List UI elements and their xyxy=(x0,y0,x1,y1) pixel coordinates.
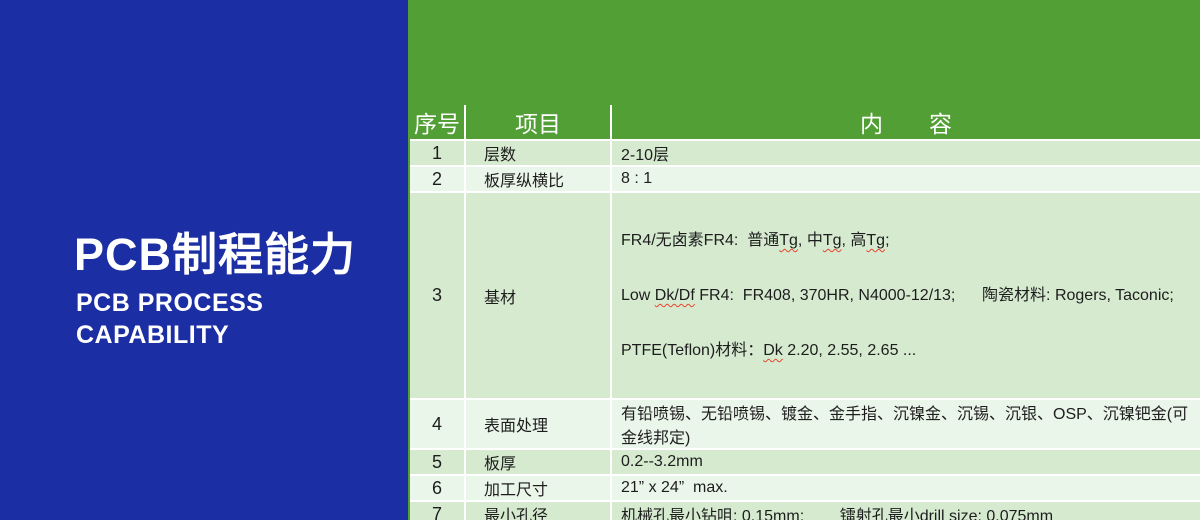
content-cell: 21” x 24” max. xyxy=(611,475,1200,502)
item-cell: 板厚纵横比 xyxy=(465,166,612,193)
row-number-cell: 2 xyxy=(410,166,466,193)
table-row: 2 板厚纵横比 8 : 1 xyxy=(410,166,1200,193)
header-item: 项目 xyxy=(465,105,612,141)
table-row: 3 基材 FR4/无卤素FR4: 普通Tg, 中Tg, 高Tg; Low Dk/… xyxy=(410,192,1200,400)
spellcheck-squiggle-text: Tg xyxy=(779,232,798,249)
content-cell: 机械孔最小钻咀: 0.15mm; 镭射孔最小drill size: 0.075m… xyxy=(611,501,1200,520)
spellcheck-squiggle-text: Dk xyxy=(763,342,783,359)
content-cell: FR4/无卤素FR4: 普通Tg, 中Tg, 高Tg; Low Dk/Df FR… xyxy=(611,192,1200,400)
table-row: 7 最小孔径 机械孔最小钻咀: 0.15mm; 镭射孔最小drill size:… xyxy=(410,501,1200,520)
item-cell: 表面处理 xyxy=(465,399,612,450)
row-number-cell: 4 xyxy=(410,399,466,450)
page-subtitle-line1: PCB PROCESS xyxy=(76,289,264,317)
text-segment: , 高 xyxy=(841,232,867,249)
table-row: 5 板厚 0.2--3.2mm xyxy=(410,449,1200,476)
left-panel: PCB制程能力 PCB PROCESS CAPABILITY xyxy=(0,0,408,520)
page-subtitle: PCB PROCESS CAPABILITY xyxy=(76,287,263,351)
header-content: 内 容 xyxy=(611,105,1200,141)
text-segment: Low xyxy=(621,287,655,304)
spellcheck-squiggle-text: Dk/Df xyxy=(654,287,695,304)
capability-table: 序号 项目 内 容 1 层数 2-10层 2 板厚纵横比 8 : 1 3 基材 … xyxy=(410,105,1200,520)
row-number-cell: 6 xyxy=(410,475,466,502)
spellcheck-squiggle-text: Tg xyxy=(822,232,842,249)
content-line: FR4/无卤素FR4: 普通Tg, 中Tg, 高Tg; xyxy=(621,231,1194,250)
text-segment: ; xyxy=(885,232,890,249)
text-segment: 2.20, 2.55, 2.65 ... xyxy=(782,342,917,359)
text-segment: FR4: FR408, 370HR, N4000-12/13; 陶瓷材料: Ro… xyxy=(694,287,1174,304)
item-cell: 基材 xyxy=(465,192,612,400)
content-line: Low Dk/Df FR4: FR408, 370HR, N4000-12/13… xyxy=(621,286,1194,305)
row-number-cell: 7 xyxy=(410,501,466,520)
content-cell: 0.2--3.2mm xyxy=(611,449,1200,476)
item-cell: 板厚 xyxy=(465,449,612,476)
content-cell: 2-10层 xyxy=(611,140,1200,167)
table-row: 4 表面处理 有铅喷锡、无铅喷锡、镀金、金手指、沉镍金、沉锡、沉银、OSP、沉镍… xyxy=(410,399,1200,450)
row-number-cell: 1 xyxy=(410,140,466,167)
table-row: 1 层数 2-10层 xyxy=(410,140,1200,167)
item-cell: 最小孔径 xyxy=(465,501,612,520)
table-row: 6 加工尺寸 21” x 24” max. xyxy=(410,475,1200,502)
row-number-cell: 5 xyxy=(410,449,466,476)
table-header-row: 序号 项目 内 容 xyxy=(410,105,1200,141)
text-segment: PTFE(Teflon)材料： xyxy=(621,342,764,359)
content-line: PTFE(Teflon)材料：Dk 2.20, 2.55, 2.65 ... xyxy=(621,341,1194,360)
right-panel: 序号 项目 内 容 1 层数 2-10层 2 板厚纵横比 8 : 1 3 基材 … xyxy=(408,0,1200,520)
item-cell: 层数 xyxy=(465,140,612,167)
page-subtitle-line2: CAPABILITY xyxy=(76,321,230,349)
item-cell: 加工尺寸 xyxy=(465,475,612,502)
page-title: PCB制程能力 xyxy=(74,229,357,280)
spellcheck-squiggle-text: Tg xyxy=(866,232,886,249)
text-segment: , 中 xyxy=(797,232,823,249)
content-cell: 8 : 1 xyxy=(611,166,1200,193)
header-no: 序号 xyxy=(410,105,466,141)
text-segment: FR4/无卤素FR4: 普通 xyxy=(621,232,780,249)
content-cell: 有铅喷锡、无铅喷锡、镀金、金手指、沉镍金、沉锡、沉银、OSP、沉镍钯金(可金线邦… xyxy=(611,399,1200,450)
row-number-cell: 3 xyxy=(410,192,466,400)
